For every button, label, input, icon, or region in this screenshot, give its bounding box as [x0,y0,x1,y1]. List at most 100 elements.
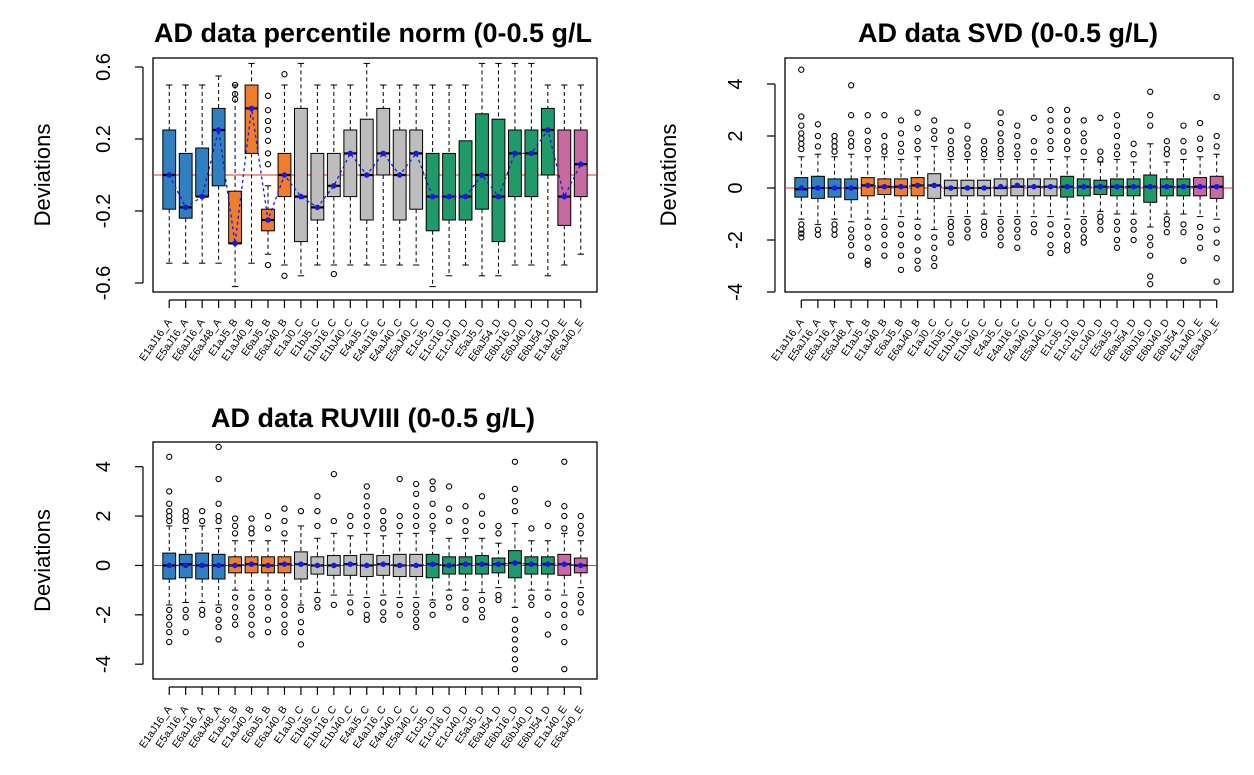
outlier-point [798,230,805,237]
mean-point [446,562,452,569]
y-tick-label: 2 [725,130,747,141]
outlier-point [964,226,971,233]
outlier-point [264,525,272,532]
outlier-point [798,113,805,120]
outlier-point [1147,242,1154,249]
outlier-point [964,218,971,225]
outlier-point [1196,234,1204,241]
box-E6aJ5_B [261,92,275,269]
outlier-point [429,512,436,520]
outlier-point [914,109,921,116]
outlier-point [1113,112,1121,119]
outlier-point [445,604,453,611]
box-body [211,107,226,187]
box-E4aJ5_C [359,62,374,266]
outlier-point [864,138,871,145]
mean-point [1097,183,1104,190]
outlier-point [380,599,387,606]
box-E6aJ5_B [261,512,275,636]
outlier-point [264,594,272,601]
y-tick-label: 2 [93,511,115,522]
outlier-point [248,611,255,618]
outlier-point [947,223,954,231]
outlier-point [478,493,486,500]
mean-point [248,561,255,568]
outlier-point [429,601,436,609]
outlier-point [511,646,519,653]
outlier-point [914,125,921,132]
outlier-point [544,631,551,638]
outlier-point [897,221,905,228]
outlier-point [264,616,272,623]
box-E1cJ16_D [442,483,456,611]
plot-frame [784,57,1234,293]
outlier-point [561,624,568,631]
box-body [310,152,325,221]
outlier-point [798,135,805,142]
mean-point [331,183,337,189]
box-E5aJ16_A [810,121,825,238]
outlier-point [997,109,1004,116]
outlier-point [1163,145,1170,153]
outlier-point [964,135,971,142]
mean-point [864,182,871,189]
outlier-point [848,234,855,241]
box-E5aJ5_D [475,493,489,621]
y-axis-label: Deviations [656,124,681,227]
outlier-point [831,143,838,150]
box-E1aJ16_A [794,66,809,241]
box-body [244,84,259,154]
outlier-point [413,609,420,616]
outlier-point [1180,229,1187,236]
outlier-point [462,527,469,535]
outlier-point [798,226,805,233]
outlier-point [798,140,805,147]
outlier-point [947,127,954,134]
mean-point [848,185,854,191]
outlier-point [814,121,822,128]
outlier-point [881,231,888,238]
outlier-point [997,138,1004,145]
outlier-point [1064,231,1071,238]
outlier-point [1047,106,1054,114]
mean-point [413,150,419,157]
box-body [491,118,506,243]
outlier-point [931,262,938,270]
mean-point [182,562,189,569]
outlier-point [528,601,535,609]
outlier-point [314,493,321,500]
outlier-point [166,614,173,621]
y-tick-label: -4 [725,283,747,301]
outlier-point [1147,112,1154,119]
outlier-point [864,234,871,241]
outlier-point [964,143,971,150]
mean-point [881,183,888,190]
outlier-point [511,626,519,633]
mean-point [363,562,370,569]
outlier-point [199,611,206,618]
outlier-point [281,272,288,279]
outlier-point [1213,239,1220,246]
outlier-point [864,257,871,264]
outlier-point [881,132,888,140]
mean-point [479,172,485,178]
outlier-point [1180,138,1187,145]
outlier-point [215,500,222,507]
outlier-point [182,606,189,614]
outlier-point [1014,143,1021,150]
y-tick-label: 0.2 [93,125,115,153]
box-E5aJ40_C [1043,106,1058,257]
box-E6aJ48_A [844,82,859,259]
outlier-point [380,616,387,623]
outlier-point [831,231,838,238]
outlier-point [330,270,337,278]
plot-frame [152,441,598,680]
outlier-point [1196,135,1204,142]
mean-point [545,127,551,133]
box-E1cJ40_D [458,84,473,266]
y-tick-label: 0 [93,560,115,571]
outlier-point [478,606,486,614]
outlier-point [1113,244,1121,251]
outlier-point [281,621,288,628]
outlier-point [1130,218,1137,225]
